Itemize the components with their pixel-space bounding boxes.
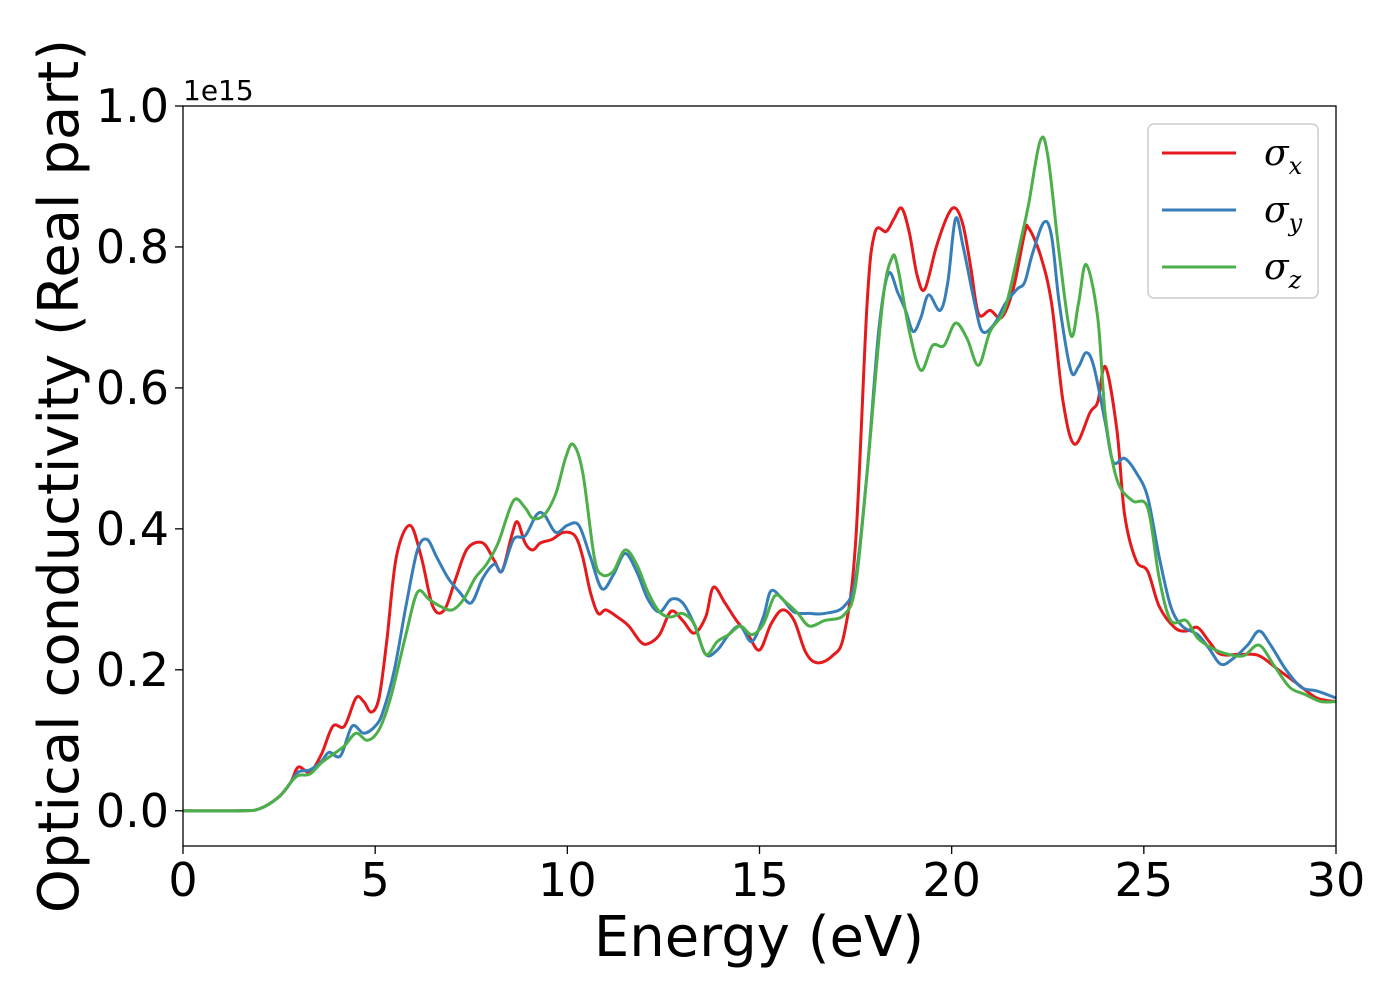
- y-tick-label: 0.2: [96, 643, 169, 697]
- x-tick-label: 25: [1115, 853, 1174, 907]
- legend-label-x: σx: [1264, 133, 1303, 180]
- x-tick-label: 5: [361, 853, 390, 907]
- y-offset-label: 1e15: [183, 74, 254, 107]
- series-layer: [183, 135, 1336, 813]
- legend: σx σy σz: [1147, 123, 1319, 299]
- y-tick-label: 0.4: [96, 502, 169, 556]
- x-tick-label: 20: [922, 853, 981, 907]
- x-axis: 0 5 10 15 20 25 30: [168, 846, 1365, 907]
- legend-label-z: σz: [1264, 247, 1302, 294]
- x-tick-label: 0: [168, 853, 197, 907]
- y-axis-title: Optical conductivity (Real part): [27, 39, 92, 913]
- y-tick-label: 0.0: [96, 784, 169, 838]
- x-axis-title: Energy (eV): [594, 905, 924, 970]
- x-tick-label: 10: [538, 853, 597, 907]
- y-tick-label: 0.8: [96, 220, 169, 274]
- y-tick-label: 0.6: [96, 361, 169, 415]
- legend-label-y: σy: [1264, 190, 1303, 237]
- y-axis: 0.0 0.2 0.4 0.6 0.8 1.0: [96, 79, 183, 838]
- x-tick-label: 15: [730, 853, 789, 907]
- series-line-y: [183, 216, 1336, 813]
- x-tick-label: 30: [1307, 853, 1366, 907]
- y-tick-label: 1.0: [96, 79, 169, 133]
- series-line-z: [183, 135, 1336, 813]
